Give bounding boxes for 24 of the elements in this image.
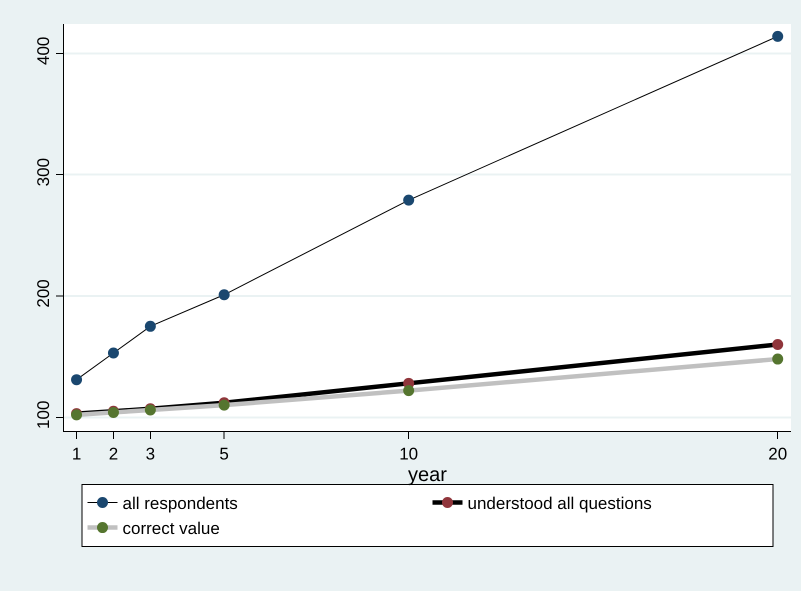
y-tick-label: 300 (34, 158, 54, 186)
point (108, 348, 119, 358)
x-axis-title: year (408, 464, 448, 486)
point (218, 289, 230, 300)
point (218, 400, 230, 411)
point (71, 374, 82, 386)
x-tick-label: 5 (219, 444, 229, 464)
point (772, 339, 784, 350)
legend-label: correct value (122, 519, 220, 538)
point (772, 30, 784, 42)
legend-label: understood all questions (468, 494, 652, 514)
x-tick-label: 1 (72, 444, 82, 464)
y-tick-label: 200 (34, 279, 54, 308)
legend-label: all respondents (122, 494, 238, 514)
y-tick-label: 400 (34, 36, 54, 65)
x-tick-label: 3 (146, 444, 156, 464)
point (403, 194, 414, 206)
x-tick-label: 20 (768, 444, 788, 464)
y-tick-label: 100 (34, 400, 54, 429)
x-tick-label: 10 (399, 444, 418, 464)
point (403, 385, 414, 396)
point (772, 354, 784, 365)
x-tick-label: 2 (108, 444, 118, 464)
point (144, 320, 156, 332)
